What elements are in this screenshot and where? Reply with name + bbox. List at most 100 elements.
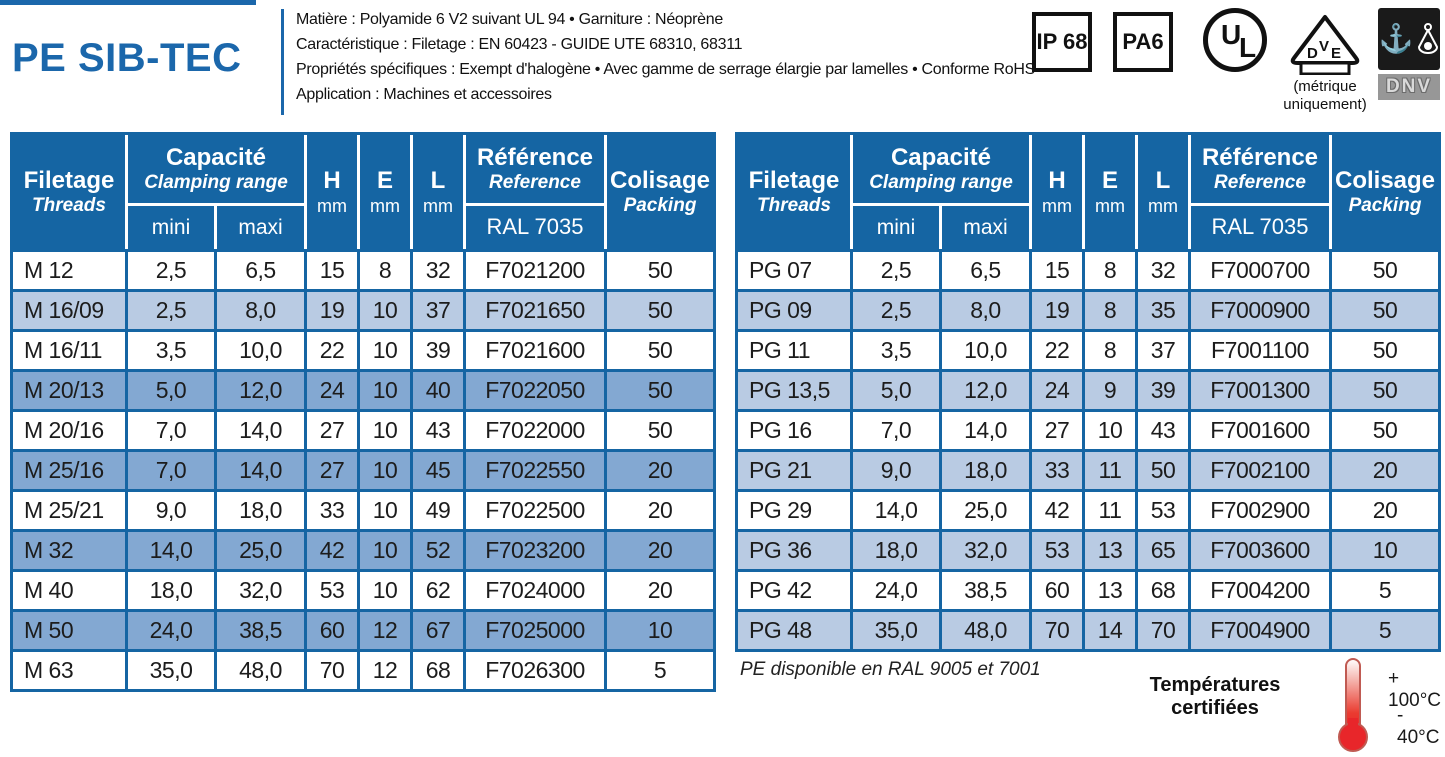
cell-h: 19 bbox=[1032, 292, 1082, 329]
col-header-reference: Référence Reference bbox=[1191, 135, 1329, 203]
cell-thread: M 63 bbox=[13, 652, 125, 689]
threads-label: Threads bbox=[757, 194, 831, 216]
cell-l: 70 bbox=[1138, 612, 1188, 649]
cell-ref: F7000700 bbox=[1191, 252, 1329, 289]
cell-packing: 5 bbox=[607, 652, 713, 689]
cell-mini: 9,0 bbox=[853, 452, 939, 489]
cell-packing: 50 bbox=[1332, 292, 1438, 329]
col-header-filetage: Filetage Threads bbox=[13, 135, 125, 249]
cell-mini: 14,0 bbox=[128, 532, 214, 569]
cell-h: 27 bbox=[307, 452, 357, 489]
cell-ref: F7004200 bbox=[1191, 572, 1329, 609]
ul-certification-icon: U L bbox=[1203, 8, 1267, 72]
cell-e: 8 bbox=[1085, 252, 1135, 289]
cell-l: 43 bbox=[1138, 412, 1188, 449]
cell-thread: PG 11 bbox=[738, 332, 850, 369]
cell-h: 70 bbox=[1032, 612, 1082, 649]
cell-packing: 50 bbox=[607, 252, 713, 289]
cell-e: 13 bbox=[1085, 532, 1135, 569]
cell-mini: 5,0 bbox=[128, 372, 214, 409]
cell-l: 52 bbox=[413, 532, 463, 569]
clamping-range-label: Clamping range bbox=[144, 171, 288, 193]
cell-maxi: 18,0 bbox=[942, 452, 1029, 489]
h-mm-label: mm bbox=[1042, 195, 1072, 216]
reference-en-label: Reference bbox=[489, 171, 581, 193]
cell-l: 32 bbox=[413, 252, 463, 289]
capacite-label: Capacité bbox=[165, 143, 267, 171]
reference-fr-label: Référence bbox=[476, 143, 594, 171]
cell-ref: F7026300 bbox=[466, 652, 604, 689]
cell-e: 10 bbox=[360, 412, 410, 449]
cell-packing: 50 bbox=[1332, 412, 1438, 449]
vde-caption-line2: uniquement) bbox=[1283, 96, 1367, 113]
cell-e: 10 bbox=[360, 572, 410, 609]
col-header-mini: mini bbox=[128, 206, 214, 249]
ip68-label: IP 68 bbox=[1036, 29, 1088, 54]
col-header-colisage: Colisage Packing bbox=[607, 135, 713, 249]
cell-maxi: 48,0 bbox=[217, 652, 304, 689]
cell-maxi: 8,0 bbox=[217, 292, 304, 329]
vde-certification-icon: D V E (métrique uniquement) bbox=[1281, 13, 1369, 114]
filetage-label: Filetage bbox=[748, 166, 840, 194]
col-header-e: E mm bbox=[1085, 135, 1135, 249]
cell-h: 60 bbox=[307, 612, 357, 649]
cell-e: 10 bbox=[1085, 412, 1135, 449]
l-label: L bbox=[1155, 166, 1171, 194]
cell-maxi: 10,0 bbox=[217, 332, 304, 369]
cell-h: 22 bbox=[307, 332, 357, 369]
cell-ref: F7002900 bbox=[1191, 492, 1329, 529]
cell-h: 53 bbox=[1032, 532, 1082, 569]
cell-packing: 50 bbox=[607, 412, 713, 449]
cell-ref: F7022050 bbox=[466, 372, 604, 409]
ral-label: RAL 7035 bbox=[1211, 214, 1309, 240]
cell-ref: F7004900 bbox=[1191, 612, 1329, 649]
cell-h: 19 bbox=[307, 292, 357, 329]
cell-maxi: 14,0 bbox=[217, 452, 304, 489]
certified-temperatures-title: Températures certifiées bbox=[1130, 674, 1300, 720]
pg-table-header: Filetage Threads Capacité Clamping range… bbox=[738, 135, 1438, 249]
ul-letter-l: L bbox=[1239, 32, 1257, 63]
cell-h: 15 bbox=[1032, 252, 1082, 289]
cell-packing: 50 bbox=[1332, 252, 1438, 289]
pa6-label: PA6 bbox=[1122, 29, 1164, 54]
cell-thread: PG 48 bbox=[738, 612, 850, 649]
cell-h: 22 bbox=[1032, 332, 1082, 369]
cell-ref: F7000900 bbox=[1191, 292, 1329, 329]
vde-triangle-icon: D V E bbox=[1290, 15, 1360, 75]
col-header-ral: RAL 7035 bbox=[466, 206, 604, 249]
cell-l: 37 bbox=[1138, 332, 1188, 369]
cell-l: 68 bbox=[413, 652, 463, 689]
threads-label: Threads bbox=[32, 194, 106, 216]
col-header-e: E mm bbox=[360, 135, 410, 249]
cell-mini: 2,5 bbox=[128, 292, 214, 329]
cell-packing: 20 bbox=[1332, 452, 1438, 489]
col-header-mini: mini bbox=[853, 206, 939, 249]
col-header-filetage: Filetage Threads bbox=[738, 135, 850, 249]
clamping-range-label: Clamping range bbox=[869, 171, 1013, 193]
temp-title-line1: Températures bbox=[1149, 674, 1281, 696]
cell-thread: M 16/11 bbox=[13, 332, 125, 369]
cell-ref: F7021650 bbox=[466, 292, 604, 329]
cell-mini: 18,0 bbox=[128, 572, 214, 609]
cell-thread: M 12 bbox=[13, 252, 125, 289]
cell-l: 40 bbox=[413, 372, 463, 409]
cell-e: 10 bbox=[360, 292, 410, 329]
page-title: PE SIB-TEC bbox=[12, 36, 242, 80]
cell-thread: PG 13,5 bbox=[738, 372, 850, 409]
cell-mini: 35,0 bbox=[128, 652, 214, 689]
l-mm-label: mm bbox=[423, 195, 453, 216]
cell-e: 11 bbox=[1085, 492, 1135, 529]
col-header-maxi: maxi bbox=[942, 206, 1029, 249]
col-header-h: H mm bbox=[307, 135, 357, 249]
cell-h: 15 bbox=[307, 252, 357, 289]
pg-table-body: PG 07 2,5 6,5 15 8 32 F7000700 50 PG 09 2,5 8,0 19 8… bbox=[738, 249, 1438, 649]
cell-mini: 9,0 bbox=[128, 492, 214, 529]
cell-l: 53 bbox=[1138, 492, 1188, 529]
col-header-colisage: Colisage Packing bbox=[1332, 135, 1438, 249]
col-header-h: H mm bbox=[1032, 135, 1082, 249]
pa6-badge-icon: PA6 bbox=[1113, 12, 1173, 72]
e-mm-label: mm bbox=[370, 195, 400, 216]
temp-max-label: + 100°C bbox=[1388, 668, 1442, 711]
cell-mini: 24,0 bbox=[128, 612, 214, 649]
cell-e: 14 bbox=[1085, 612, 1135, 649]
